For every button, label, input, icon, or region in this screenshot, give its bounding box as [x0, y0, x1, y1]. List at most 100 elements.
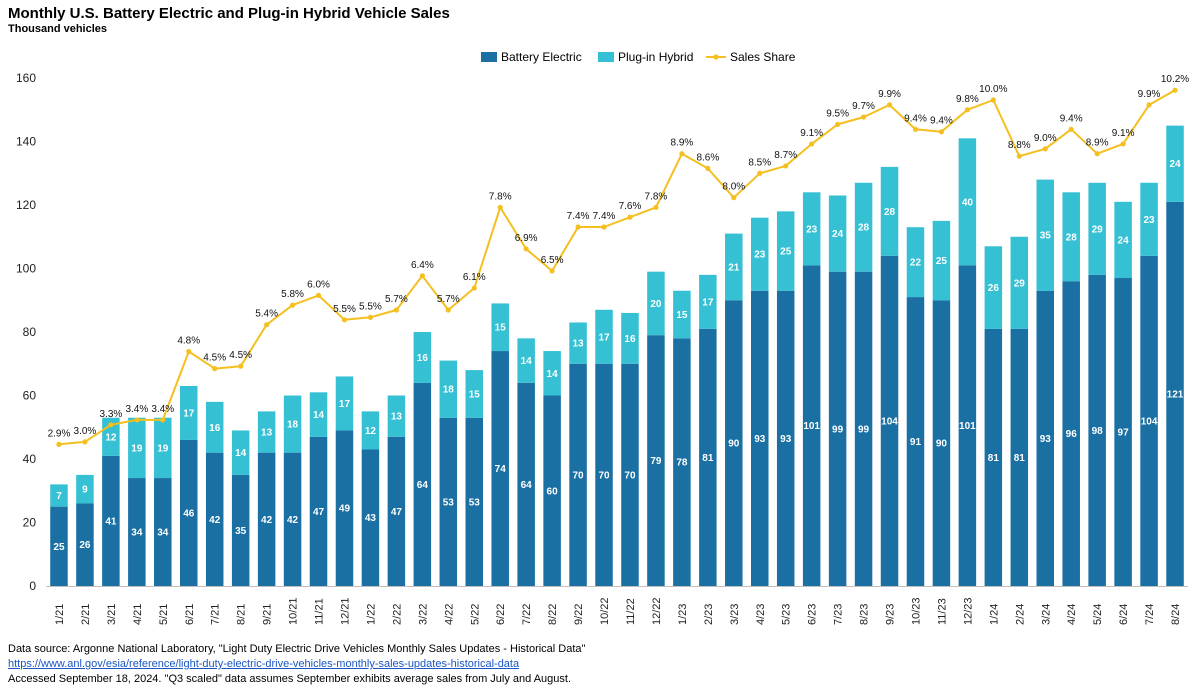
sales-share-point: [82, 439, 88, 445]
x-tick-label: 10/23: [910, 597, 922, 625]
sales-share-label: 7.4%: [567, 211, 590, 222]
bar-plug-in-hybrid: [569, 322, 587, 364]
sales-share-label: 9.1%: [1112, 128, 1135, 139]
data-label-battery-electric: 49: [339, 504, 351, 515]
sales-share-label: 5.7%: [437, 294, 460, 305]
bar-battery-electric: [465, 417, 483, 586]
data-label-plug-in-hybrid: 13: [573, 339, 585, 350]
x-tick-label: 5/23: [781, 604, 793, 625]
sales-share-point: [186, 348, 192, 355]
sales-share-point: [549, 268, 555, 274]
x-tick-label: 7/24: [1144, 604, 1156, 625]
sales-share-label: 4.5%: [229, 350, 252, 361]
bar-battery-electric: [932, 300, 951, 586]
data-label-plug-in-hybrid: 15: [469, 389, 481, 400]
bar-plug-in-hybrid: [361, 411, 380, 450]
bar-battery-electric: [647, 335, 665, 586]
bar-plug-in-hybrid: [1140, 182, 1158, 256]
data-label-battery-electric: 43: [365, 513, 377, 524]
sales-share-point: [1068, 126, 1074, 132]
sales-share-point: [445, 307, 451, 313]
sales-share-point: [860, 114, 867, 120]
bar-battery-electric: [257, 452, 276, 586]
bar-plug-in-hybrid: [283, 395, 302, 453]
bar-battery-electric: [906, 297, 925, 586]
sales-share-point: [1120, 141, 1126, 147]
x-tick-label: 8/21: [236, 604, 248, 625]
x-tick-label: 3/22: [417, 604, 429, 625]
x-tick-label: 3/24: [1040, 604, 1052, 625]
sales-share-point: [523, 246, 529, 252]
data-label-battery-electric: 34: [131, 528, 143, 539]
y-tick-label: 140: [16, 135, 36, 149]
bar-battery-electric: [621, 363, 639, 586]
sales-share-point: [886, 102, 893, 108]
sales-share-point: [367, 314, 374, 320]
y-tick-label: 100: [16, 262, 36, 276]
bar-plug-in-hybrid: [854, 182, 873, 272]
bar-plug-in-hybrid: [880, 166, 899, 256]
bar-plug-in-hybrid: [413, 332, 432, 383]
sales-share-point: [601, 224, 607, 230]
bar-battery-electric: [231, 474, 250, 586]
data-label-battery-electric: 90: [936, 439, 948, 450]
data-label-battery-electric: 79: [650, 456, 662, 467]
bar-plug-in-hybrid: [1062, 192, 1080, 282]
bar-plug-in-hybrid: [491, 303, 509, 352]
bar-battery-electric: [854, 271, 873, 586]
bar-plug-in-hybrid: [984, 246, 1003, 329]
sales-share-point: [108, 422, 114, 428]
bar-battery-electric: [154, 478, 172, 586]
chart-title: Monthly U.S. Battery Electric and Plug-i…: [8, 5, 450, 22]
sales-share-label: 5.5%: [333, 304, 356, 315]
sales-share-label: 9.1%: [800, 128, 823, 139]
bar-plug-in-hybrid: [517, 338, 535, 383]
sales-share-point: [212, 366, 218, 372]
x-tick-label: 7/23: [833, 604, 845, 625]
data-label-battery-electric: 78: [676, 458, 688, 469]
data-label-battery-electric: 96: [1066, 429, 1078, 440]
data-label-plug-in-hybrid: 24: [1169, 159, 1181, 170]
sales-share-point: [705, 165, 711, 171]
legend-marker-sales-share: [713, 54, 719, 60]
data-label-battery-electric: 93: [754, 434, 766, 445]
x-tick-label: 2/22: [391, 604, 403, 625]
sales-share-point: [783, 163, 789, 169]
bar-battery-electric: [958, 265, 977, 586]
sales-share-point: [1042, 146, 1048, 152]
bar-plug-in-hybrid: [802, 192, 821, 266]
data-label-plug-in-hybrid: 23: [754, 250, 766, 261]
data-label-plug-in-hybrid: 14: [313, 410, 325, 421]
y-tick-label: 0: [29, 579, 36, 593]
sales-share-label: 4.8%: [177, 336, 200, 347]
sales-share-point: [990, 97, 996, 103]
data-label-battery-electric: 60: [547, 486, 559, 497]
sales-share-label: 7.8%: [489, 191, 512, 202]
data-source-link[interactable]: https://www.anl.gov/esia/reference/light…: [8, 658, 520, 670]
data-label-battery-electric: 35: [235, 526, 247, 537]
sales-share-point: [575, 224, 581, 230]
x-tick-label: 9/22: [573, 604, 585, 625]
data-label-battery-electric: 101: [959, 421, 976, 432]
data-label-plug-in-hybrid: 29: [1092, 224, 1104, 235]
bar-plug-in-hybrid: [699, 274, 717, 329]
data-label-plug-in-hybrid: 12: [105, 432, 117, 443]
bar-plug-in-hybrid: [1088, 182, 1106, 275]
x-tick-label: 4/24: [1066, 604, 1078, 625]
bar-battery-electric: [335, 430, 354, 586]
data-label-plug-in-hybrid: 28: [1066, 232, 1078, 243]
sales-share-point: [938, 129, 945, 135]
sales-share-label: 4.5%: [203, 353, 226, 364]
data-label-battery-electric: 97: [1118, 428, 1130, 439]
sales-share-label: 6.0%: [307, 279, 330, 290]
data-label-plug-in-hybrid: 28: [884, 207, 896, 218]
x-tick-label: 11/23: [936, 598, 948, 625]
data-label-plug-in-hybrid: 18: [287, 420, 299, 431]
sales-share-point: [264, 322, 270, 328]
data-label-plug-in-hybrid: 35: [1040, 231, 1052, 242]
y-axis: 0 20 40 60 80 100 120 140 160: [16, 71, 1188, 593]
data-label-battery-electric: 42: [287, 515, 299, 526]
access-note: Accessed September 18, 2024. "Q3 scaled"…: [8, 673, 572, 685]
sales-share-label: 9.8%: [956, 94, 979, 105]
sales-share-point: [653, 204, 659, 211]
